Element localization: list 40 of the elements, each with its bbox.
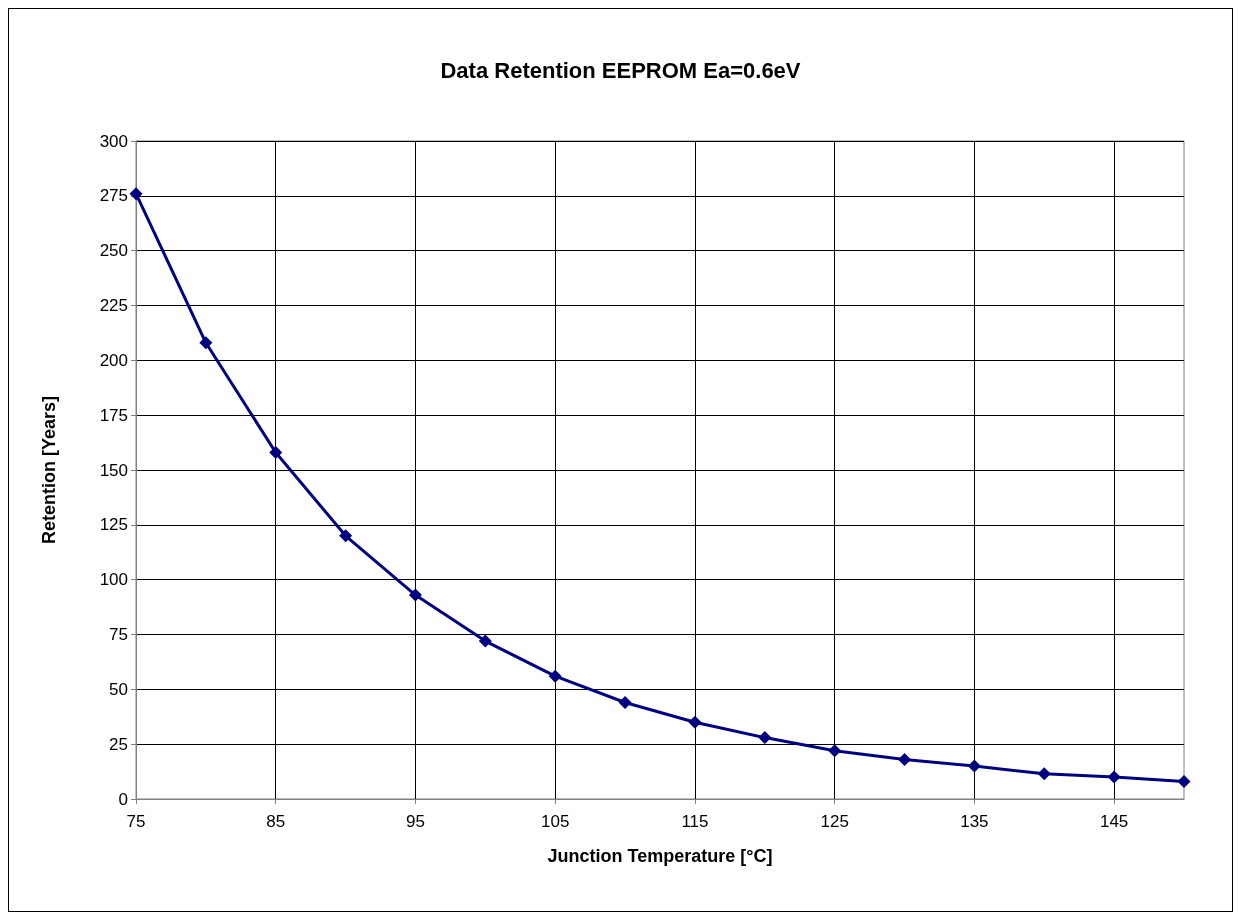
x-tick-label: 85 — [266, 812, 286, 831]
x-tick-label: 95 — [406, 812, 425, 831]
point — [967, 759, 981, 773]
point — [688, 715, 702, 729]
y-tick-label: 250 — [99, 241, 128, 261]
point — [828, 744, 842, 758]
point — [1107, 770, 1121, 784]
point — [548, 669, 562, 683]
point — [618, 695, 632, 709]
point — [1177, 774, 1191, 788]
x-tick-label: 125 — [820, 812, 849, 831]
point — [478, 634, 492, 648]
x-tick-label: 135 — [960, 812, 989, 831]
point — [758, 731, 772, 745]
y-tick-label: 300 — [99, 131, 128, 151]
y-axis-title: Retention [Years] — [39, 395, 59, 545]
y-tick-label: 275 — [99, 186, 128, 206]
y-tick-label: 100 — [99, 570, 128, 590]
point — [269, 445, 283, 459]
x-tick-label: 145 — [1099, 812, 1129, 831]
point — [339, 529, 353, 543]
x-tick-label: 75 — [126, 812, 146, 831]
y-tick-label: 50 — [109, 679, 128, 699]
point — [1037, 767, 1051, 781]
y-tick-label: 175 — [99, 405, 128, 425]
y-tick-label: 125 — [99, 515, 128, 535]
point — [129, 187, 143, 201]
x-tick-label: 115 — [681, 812, 709, 831]
y-tick-label: 25 — [109, 734, 128, 754]
y-tick-label: 150 — [99, 460, 128, 480]
point — [408, 588, 422, 602]
y-tick-label: 0 — [118, 789, 128, 809]
x-axis-title: Junction Temperature [°C] — [547, 846, 773, 866]
y-tick-label: 200 — [99, 350, 128, 370]
point — [199, 336, 213, 350]
x-tick-label: 105 — [541, 812, 570, 831]
y-tick-label: 225 — [99, 296, 128, 315]
point — [898, 753, 912, 767]
chart-title: Data Retention EEPROM Ea=0.6eV — [440, 57, 801, 83]
y-tick-label: 75 — [109, 625, 128, 644]
